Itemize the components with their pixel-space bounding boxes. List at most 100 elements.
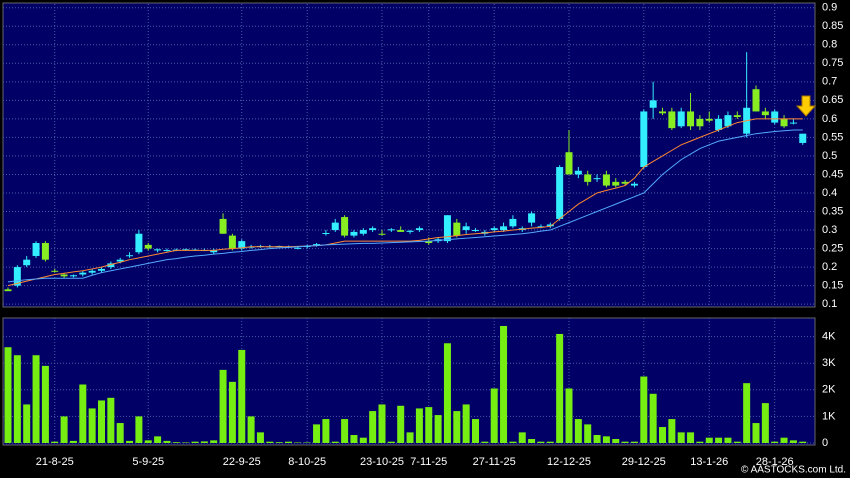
volume-bar (341, 419, 349, 443)
volume-bar (546, 441, 554, 443)
x-tick-label: 23-10-25 (360, 456, 404, 468)
volume-bar (116, 423, 124, 443)
candle-body (574, 170, 582, 175)
candle-body (705, 118, 713, 121)
candle-body (107, 263, 115, 268)
volume-bar (565, 388, 573, 443)
y-tick-label: 0.45 (822, 168, 843, 180)
candle-body (415, 228, 423, 231)
volume-bar (602, 436, 610, 443)
volume-bar (210, 440, 218, 443)
volume-bar (537, 441, 545, 443)
volume-bar (275, 442, 283, 443)
candle-body (313, 244, 321, 246)
volume-bar (378, 404, 386, 443)
volume-bar (41, 365, 49, 443)
y-tick-label: 0.9 (822, 2, 837, 14)
candle-body (88, 270, 96, 273)
y-tick-label: 0.3 (822, 224, 837, 236)
volume-bar (191, 441, 199, 443)
marks (4, 52, 807, 443)
y-tick-label: 0.35 (822, 205, 843, 217)
volume-bar (490, 388, 498, 443)
volume-bar (163, 440, 171, 443)
volume-bar (649, 393, 657, 443)
y-tick-label: 0.7 (822, 76, 837, 88)
y-tick-label: 0.4 (822, 187, 837, 199)
candle-body (369, 228, 377, 231)
y-tick-label: 0.1 (822, 298, 837, 310)
volume-bar (462, 404, 470, 443)
x-tick-label: 29-12-25 (622, 456, 666, 468)
x-tick-label: 22-9-25 (223, 456, 261, 468)
candle-body (135, 233, 143, 253)
volume-bar (659, 427, 666, 443)
x-tick-label: 12-12-25 (547, 456, 591, 468)
candle-body (341, 217, 349, 236)
volume-bar (182, 442, 190, 443)
y-tick-label: 3K (822, 357, 836, 369)
x-tick-label: 13-1-26 (690, 456, 728, 468)
candle-body (621, 181, 629, 184)
volume-bar (256, 432, 264, 443)
x-tick-label: 8-10-25 (288, 456, 326, 468)
volume-bar (60, 416, 68, 443)
volume-bar (621, 441, 629, 443)
volume-bar (518, 432, 526, 443)
candle-body (163, 250, 171, 252)
y-tick-label: 0.15 (822, 280, 843, 292)
candle-body (612, 181, 620, 186)
volume-bar (144, 440, 152, 443)
candle-body (238, 241, 246, 249)
volume-bar (135, 416, 143, 443)
candle-body (668, 111, 676, 129)
volume-bar (612, 439, 620, 443)
candle-body (425, 241, 433, 244)
candle-body (443, 215, 451, 242)
volume-bar (771, 441, 779, 443)
candle-body (69, 275, 77, 277)
volume-bar (303, 442, 311, 443)
volume-bar (584, 424, 592, 443)
volume-bar (4, 347, 12, 443)
candle-body (397, 230, 405, 232)
candle-body (406, 230, 414, 232)
candle-body (752, 89, 760, 112)
candle-body (322, 233, 330, 235)
candle-body (696, 118, 704, 127)
candle-body (509, 218, 517, 227)
candle-body (659, 111, 666, 114)
candle-body (79, 272, 87, 275)
moving-average-line (7, 118, 803, 287)
y-tick-label: 0.85 (822, 20, 843, 32)
y-tick-label: 0.2 (822, 261, 837, 273)
candle-body (154, 249, 162, 251)
candle-body (733, 115, 741, 118)
candle-body (761, 111, 769, 116)
candle-body (584, 174, 592, 182)
volume-bar (13, 355, 21, 443)
candle-body (630, 183, 638, 186)
volume-bar (387, 441, 395, 443)
volume-bar (509, 441, 517, 443)
grid (3, 4, 815, 444)
volume-bar (172, 442, 180, 443)
volume-bar (88, 408, 96, 443)
volume-bar (266, 441, 274, 443)
volume-bar (789, 440, 797, 443)
volume-bar (434, 415, 442, 443)
candle-body (490, 228, 498, 231)
candle-body (98, 268, 105, 271)
volume-bar (443, 343, 451, 443)
volume-bar (705, 437, 713, 443)
volume-bar (574, 419, 582, 443)
y-tick-label: 0.25 (822, 242, 843, 254)
candle-body (219, 218, 227, 234)
volume-bar (238, 349, 246, 443)
volume-bar (369, 411, 377, 443)
candle-body (116, 259, 124, 262)
volume-bar (359, 437, 367, 443)
y-tick-label: 2K (822, 384, 836, 396)
volume-bar (761, 403, 769, 443)
